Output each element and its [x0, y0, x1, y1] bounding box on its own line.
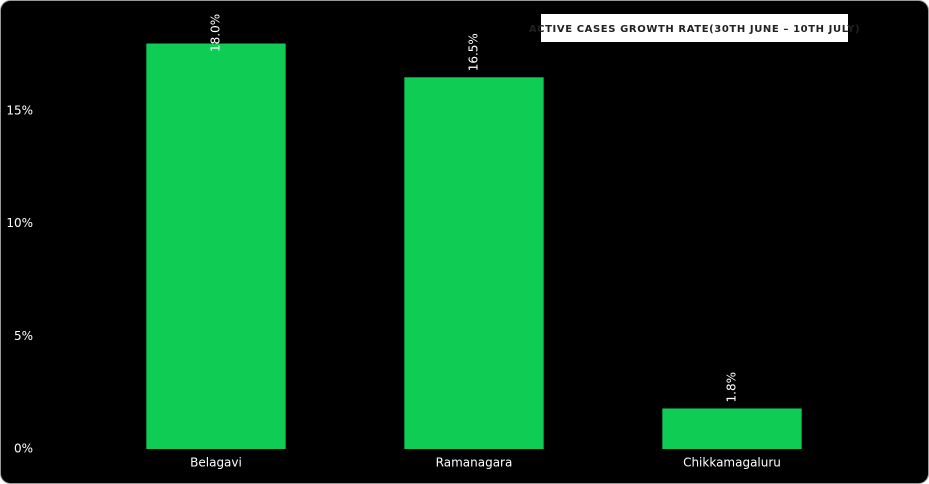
- bar: [404, 77, 544, 450]
- bar: [146, 43, 286, 449]
- title-box: [541, 14, 848, 42]
- value-label: 16.5%: [467, 33, 481, 71]
- value-label: 18.0%: [209, 14, 223, 52]
- value-label: 1.8%: [725, 372, 739, 403]
- x-tick-label: Belagavi: [190, 456, 242, 470]
- y-tick-label: 0%: [14, 442, 33, 456]
- chart-title: ACTIVE CASES GROWTH RATE(30TH JUNE – 10T…: [529, 24, 860, 35]
- bar: [662, 408, 802, 449]
- y-tick-label: 5%: [14, 329, 33, 343]
- x-tick-label: Chikkamagaluru: [683, 456, 781, 470]
- x-tick-label: Ramanagara: [436, 456, 513, 470]
- y-tick-label: 15%: [6, 104, 33, 118]
- y-tick-label: 10%: [6, 216, 33, 230]
